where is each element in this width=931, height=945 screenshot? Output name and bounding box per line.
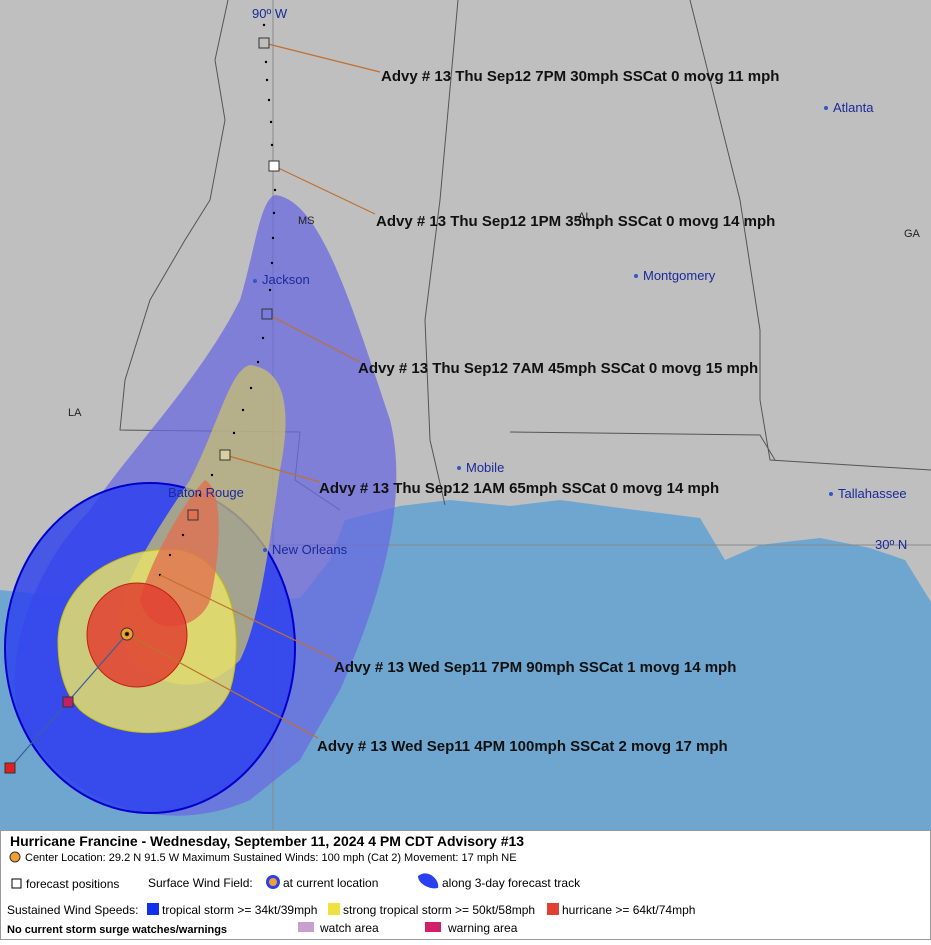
legend-text: along 3-day forecast track [442,876,581,890]
legend-text: hurricane >= 64kt/74mph [562,903,695,917]
advisory-label: Advy # 13 Thu Sep12 7AM 45mph SSCat 0 mo… [358,360,758,377]
watch-swatch [298,922,314,932]
legend-text: at current location [283,876,378,890]
state-label: MS [298,215,315,227]
center-icon [9,851,21,863]
city-dots [160,106,833,552]
advisory-label: Advy # 13 Wed Sep11 4PM 100mph SSCat 2 m… [317,738,728,755]
hurricane-wind-field [86,582,188,688]
ts-swatch [147,903,159,915]
legend-text: forecast positions [26,877,119,891]
warning-swatch [425,922,441,932]
city-label: Tallahassee [838,486,907,501]
sts-swatch [328,903,340,915]
legend-text: strong tropical storm >= 50kt/58mph [343,903,535,917]
forecast-markers [4,37,280,774]
legend-text: No current storm surge watches/warnings [7,924,227,936]
city-label: New Orleans [272,542,348,557]
legend-box [0,830,931,940]
city-label: Montgomery [643,268,716,283]
advisory-label: Advy # 13 Thu Sep12 7PM 30mph SSCat 0 mo… [381,68,779,85]
legend-text: warning area [447,921,518,935]
advisory-label: Advy # 13 Thu Sep12 1AM 65mph SSCat 0 mo… [319,480,719,497]
center-info: Center Location: 29.2 N 91.5 W Maximum S… [25,852,517,864]
grid-label: 90º W [252,6,288,21]
hurricane-swatch [547,903,559,915]
legend-title: Hurricane Francine - Wednesday, Septembe… [10,833,524,849]
advisory-label: Advy # 13 Thu Sep12 1PM 35mph SSCat 0 mo… [376,213,775,230]
leader-lines [9,42,381,769]
state-label: AL [578,211,591,223]
city-label: Mobile [466,460,504,475]
city-label: Jackson [262,272,310,287]
legend-text: tropical storm >= 34kt/39mph [162,903,317,917]
legend-text: watch area [319,921,379,935]
track-dots [158,23,277,577]
grid-label: 30º N [875,537,907,552]
legend-text: Sustained Wind Speeds: [7,903,138,917]
city-label: Atlanta [833,100,874,115]
current-icon [269,878,277,886]
city-label: Baton Rouge [168,485,244,500]
state-label: GA [904,228,921,240]
track-icon [418,873,439,889]
state-label: LA [68,407,82,419]
legend-text: Surface Wind Field: [148,876,253,890]
advisory-label: Advy # 13 Wed Sep11 7PM 90mph SSCat 1 mo… [334,659,736,676]
forecast-icon [11,878,22,889]
